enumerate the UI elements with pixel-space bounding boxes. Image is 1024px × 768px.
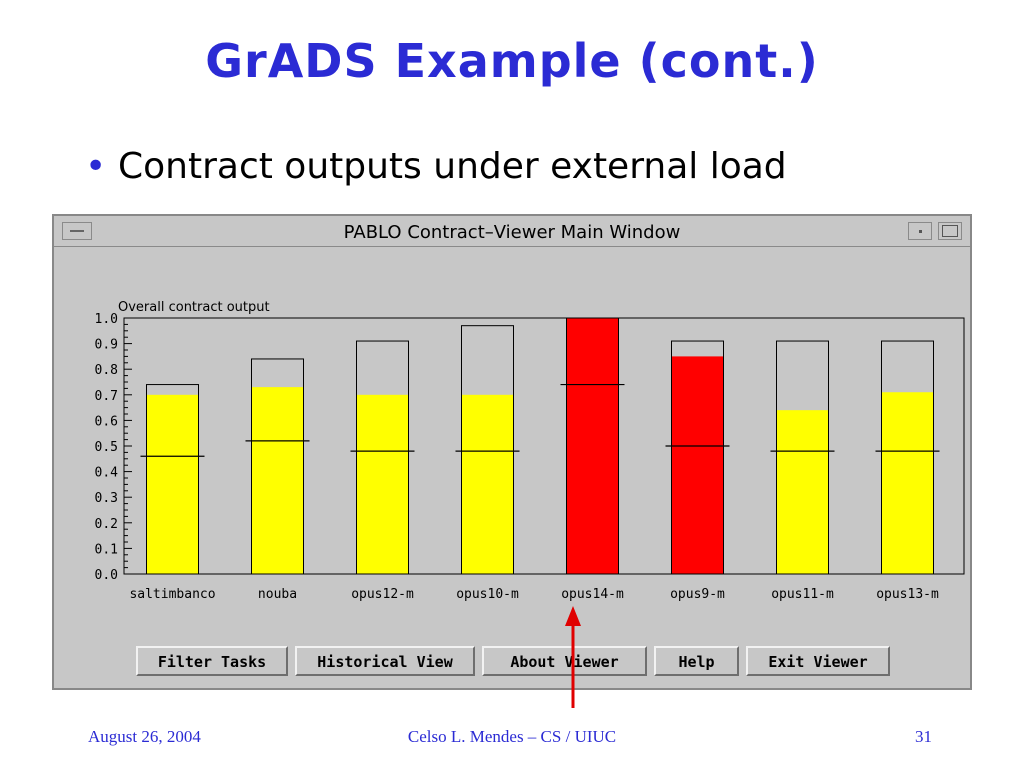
footer-date: August 26, 2004 [88, 727, 201, 746]
bar [671, 356, 724, 574]
y-tick-label: 0.3 [95, 491, 118, 506]
bar [461, 394, 514, 574]
bar-limit-outline [146, 384, 199, 575]
y-tick-label: 0.6 [95, 414, 118, 429]
window-title: PABLO Contract–Viewer Main Window [343, 222, 681, 243]
bullet-icon: • [85, 146, 107, 187]
bar-limit-outline [881, 340, 934, 575]
bar [146, 394, 199, 574]
bar [776, 410, 829, 574]
contract-viewer-window: PABLO Contract–Viewer Main Window Overal… [52, 214, 972, 690]
y-tick-label: 0.1 [95, 542, 118, 557]
help-button[interactable]: Help [654, 646, 739, 676]
y-tick-label: 0.2 [95, 517, 118, 532]
bar-limit-outline [356, 340, 409, 575]
minimize-button[interactable] [908, 222, 932, 240]
maximize-button[interactable] [938, 222, 962, 240]
x-category-label: opus14-m [561, 587, 624, 602]
chart-title: Overall contract output [118, 300, 270, 315]
window-menu-button[interactable] [62, 222, 92, 240]
historical-view-button[interactable]: Historical View [295, 646, 475, 676]
bar-limit-outline [776, 340, 829, 575]
contract-output-chart: Overall contract output 0.0 0.1 0.2 0.3 0.4 0… [95, 300, 965, 602]
bar [881, 392, 934, 574]
filter-tasks-button[interactable]: Filter Tasks [136, 646, 288, 676]
y-tick-label: 0.5 [95, 440, 118, 455]
bar [566, 318, 619, 574]
x-category-label: opus12-m [351, 587, 414, 602]
window-titlebar[interactable]: PABLO Contract–Viewer Main Window [54, 216, 970, 247]
x-category-label: opus9-m [670, 587, 725, 602]
y-tick-label: 0.8 [95, 363, 118, 378]
plot-frame [123, 317, 965, 575]
bar [356, 394, 409, 574]
footer-author: Celso L. Mendes – CS / UIUC [407, 727, 617, 746]
x-category-label: nouba [258, 587, 297, 602]
y-tick-label: 1.0 [95, 312, 118, 327]
y-tick-label: 0.0 [95, 568, 118, 583]
bar-limit-outline [566, 317, 619, 575]
bar-limit-outline [671, 340, 724, 575]
bar-limit-outline [251, 358, 304, 575]
slide-title: GrADS Example (cont.) [205, 34, 819, 88]
footer-page-number: 31 [915, 727, 932, 746]
about-viewer-button[interactable]: About Viewer [482, 646, 647, 676]
x-category-label: saltimbanco [129, 587, 215, 602]
x-category-label: opus13-m [876, 587, 939, 602]
y-tick-label: 0.7 [95, 389, 118, 404]
exit-viewer-button[interactable]: Exit Viewer [746, 646, 890, 676]
bullet-text: Contract outputs under external load [118, 146, 787, 187]
y-tick-label: 0.4 [95, 466, 119, 481]
bar-limit-outline [461, 325, 514, 575]
x-category-label: opus11-m [771, 587, 834, 602]
x-category-label: opus10-m [456, 587, 519, 602]
bar [251, 387, 304, 574]
y-tick-label: 0.9 [95, 338, 118, 353]
